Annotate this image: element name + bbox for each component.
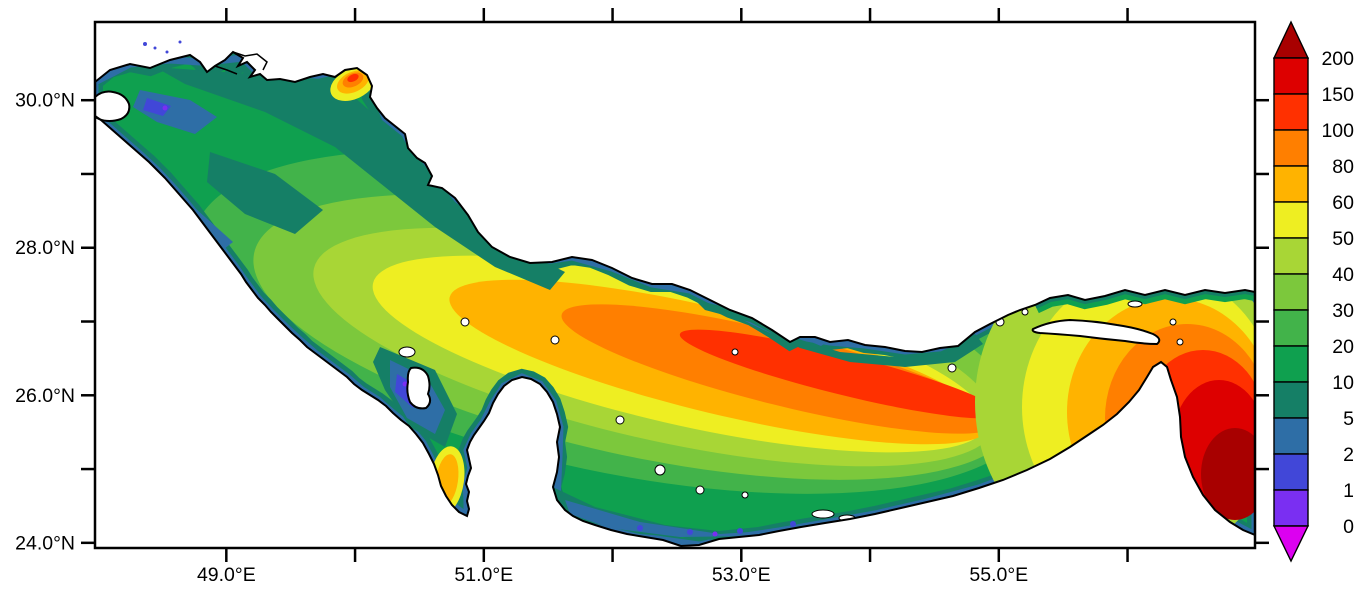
y-tick-label: 26.0°N (15, 385, 75, 407)
colorbar-box (1273, 93, 1309, 131)
y-tick-label: 24.0°N (15, 532, 75, 554)
colorbar-box (1273, 273, 1309, 311)
x-tick-label: 55.0°E (969, 564, 1028, 586)
colorbar-box (1273, 237, 1309, 275)
colorbar-box (1273, 309, 1309, 347)
colorbar-box (1273, 129, 1309, 167)
colorbar-box (1273, 417, 1309, 455)
colorbar-label: 50 (1332, 228, 1354, 250)
colorbar-label: 80 (1332, 156, 1354, 178)
colorbar-label: 1 (1343, 480, 1354, 502)
x-tick-label: 53.0°E (712, 564, 771, 586)
x-tick-label: 49.0°E (197, 564, 256, 586)
colorbar-box (1273, 165, 1309, 203)
colorbar-label: 20 (1332, 336, 1354, 358)
x-tick-label: 51.0°E (454, 564, 513, 586)
colorbar-label: 10 (1332, 372, 1354, 394)
colorbar-box (1273, 201, 1309, 239)
colorbar-label: 5 (1343, 408, 1354, 430)
colorbar-label: 100 (1321, 120, 1354, 142)
colorbar-box (1273, 381, 1309, 419)
colorbar-box (1273, 453, 1309, 491)
colorbar-label: 30 (1332, 300, 1354, 322)
colorbar-label: 40 (1332, 264, 1354, 286)
kuwait-bay-land (95, 90, 131, 122)
colorbar-label: 60 (1332, 192, 1354, 214)
colorbar-box (1273, 57, 1309, 95)
colorbar-over-arrow (1272, 20, 1310, 59)
y-tick-label: 28.0°N (15, 237, 75, 259)
colorbar-label: 0 (1343, 516, 1354, 538)
colorbar-label: 200 (1321, 48, 1354, 70)
bahrain-island (406, 366, 432, 410)
colorbar-label: 2 (1343, 444, 1354, 466)
colorbar-box (1273, 489, 1309, 527)
colorbar-label: 150 (1321, 84, 1354, 106)
y-tick-label: 30.0°N (15, 90, 75, 112)
colorbar-box (1273, 345, 1309, 383)
gulf-heatmap-canvas (95, 22, 1255, 548)
colorbar-under-arrow (1272, 525, 1310, 563)
